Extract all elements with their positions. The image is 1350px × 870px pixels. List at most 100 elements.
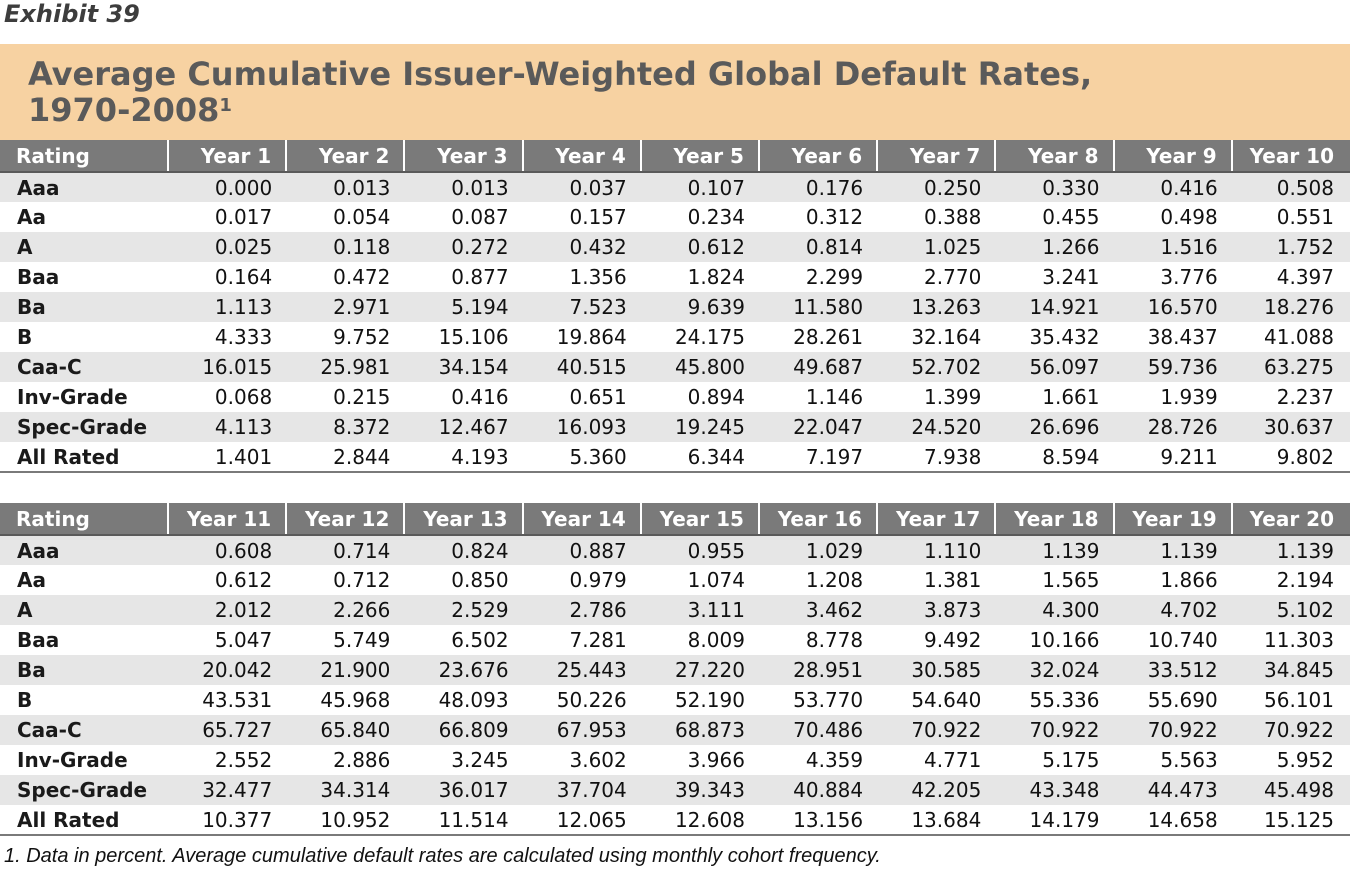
rate-cell: 1.381 bbox=[924, 568, 982, 592]
rating-cell: Inv-Grade bbox=[17, 748, 128, 772]
rate-cell: 65.840 bbox=[320, 718, 391, 742]
rate-cell: 0.612 bbox=[214, 568, 273, 592]
rate-cell: 0.955 bbox=[687, 538, 745, 563]
rate-cell: 3.873 bbox=[924, 598, 982, 622]
column-header-year: Year 19 bbox=[1113, 503, 1233, 536]
rate-cell: 0.814 bbox=[805, 235, 864, 259]
rate-cell: 7.523 bbox=[569, 295, 627, 319]
rate-cell: 9.752 bbox=[333, 325, 391, 349]
rating-cell: All Rated bbox=[0, 805, 168, 836]
rate-cell: 11.303 bbox=[1264, 628, 1334, 652]
table-row: Spec-Grade 32.477 34.314 36.017 37.704 39.343… bbox=[0, 775, 1350, 805]
rate-cell: 56.097 bbox=[1029, 355, 1100, 379]
table-row: All Rated 1.401 2.844 4.193 5.360 6.344 7.197 7… bbox=[0, 442, 1350, 473]
rate-cell: 26.696 bbox=[1029, 415, 1100, 439]
rate-cell: 52.190 bbox=[674, 688, 745, 712]
rate-cell: 9.211 bbox=[1113, 442, 1232, 473]
rate-cell: 48.093 bbox=[438, 688, 509, 712]
rating-cell: Aa bbox=[17, 205, 46, 229]
rate-cell: 24.520 bbox=[911, 415, 982, 439]
rate-cell: 1.824 bbox=[687, 265, 745, 289]
rate-cell: 68.873 bbox=[674, 718, 745, 742]
rate-cell: 0.234 bbox=[687, 205, 745, 229]
rate-cell: 16.015 bbox=[202, 355, 273, 379]
rate-cell: 1.356 bbox=[569, 265, 627, 289]
rate-cell: 2.529 bbox=[451, 598, 509, 622]
rate-cell: 0.551 bbox=[1276, 205, 1334, 229]
rate-cell: 1.399 bbox=[924, 385, 982, 409]
rate-cell: 0.432 bbox=[569, 235, 627, 259]
rate-cell: 12.065 bbox=[522, 805, 641, 836]
rate-cell: 5.563 bbox=[1160, 748, 1218, 772]
rate-cell: 30.637 bbox=[1264, 415, 1334, 439]
rate-cell: 0.025 bbox=[214, 235, 273, 259]
rate-cell: 2.786 bbox=[569, 598, 627, 622]
rate-cell: 0.608 bbox=[214, 538, 273, 563]
rate-cell: 32.024 bbox=[1029, 658, 1100, 682]
rate-cell: 30.585 bbox=[911, 658, 982, 682]
rate-cell: 1.113 bbox=[214, 295, 273, 319]
rate-cell: 42.205 bbox=[911, 778, 982, 802]
column-header-year: Year 14 bbox=[522, 503, 642, 536]
rate-cell: 63.275 bbox=[1264, 355, 1334, 379]
default-rates-table-years-11-20: Rating Year 11 Year 12 Year 13 Year 14 Year 1… bbox=[0, 503, 1350, 836]
rate-cell: 0.054 bbox=[333, 205, 391, 229]
rate-cell: 0.312 bbox=[805, 205, 864, 229]
rate-cell: 49.687 bbox=[793, 355, 864, 379]
rate-cell: 13.684 bbox=[877, 805, 996, 836]
rate-cell: 4.771 bbox=[924, 748, 982, 772]
rate-cell: 13.156 bbox=[758, 805, 878, 836]
table-row: Aaa 0.608 0.714 0.824 0.887 0.955 1.029 1.110 1.… bbox=[0, 535, 1350, 565]
rate-cell: 8.372 bbox=[333, 415, 391, 439]
rate-cell: 9.639 bbox=[687, 295, 745, 319]
rate-cell: 10.740 bbox=[1147, 628, 1218, 652]
column-header-year: Year 6 bbox=[758, 140, 879, 173]
rate-cell: 32.477 bbox=[202, 778, 273, 802]
rate-cell: 1.866 bbox=[1160, 568, 1218, 592]
rate-cell: 41.088 bbox=[1264, 325, 1334, 349]
rate-cell: 25.981 bbox=[320, 355, 391, 379]
rate-cell: 3.462 bbox=[805, 598, 864, 622]
table-row: B 43.531 45.968 48.093 50.226 52.190 53.770 54.… bbox=[0, 685, 1350, 715]
rate-cell: 4.300 bbox=[1042, 598, 1100, 622]
column-header-year: Year 11 bbox=[168, 503, 288, 536]
rating-cell: Aaa bbox=[17, 175, 60, 200]
rate-cell: 0.118 bbox=[333, 235, 391, 259]
table-row: Ba 20.042 21.900 23.676 25.443 27.220 28.951 30… bbox=[0, 655, 1350, 685]
rate-cell: 0.176 bbox=[805, 175, 864, 200]
rate-cell: 6.502 bbox=[451, 628, 509, 652]
rate-cell: 56.101 bbox=[1264, 688, 1334, 712]
column-header-year: Year 7 bbox=[877, 140, 997, 173]
page-title: Average Cumulative Issuer-Weighted Globa… bbox=[28, 56, 1228, 128]
column-header-year: Year 1 bbox=[168, 140, 288, 173]
rate-cell: 23.676 bbox=[438, 658, 509, 682]
rate-cell: 14.921 bbox=[1029, 295, 1100, 319]
rate-cell: 1.074 bbox=[687, 568, 745, 592]
rate-cell: 28.261 bbox=[793, 325, 864, 349]
rate-cell: 21.900 bbox=[320, 658, 391, 682]
rate-cell: 14.658 bbox=[1113, 805, 1232, 836]
rate-cell: 10.377 bbox=[168, 805, 287, 836]
rate-cell: 55.336 bbox=[1029, 688, 1100, 712]
table-row: Aa 0.017 0.054 0.087 0.157 0.234 0.312 0.388 0.4… bbox=[0, 202, 1350, 232]
rate-cell: 2.266 bbox=[333, 598, 391, 622]
rate-cell: 0.416 bbox=[451, 385, 509, 409]
column-header-year: Year 8 bbox=[995, 140, 1115, 173]
rate-cell: 24.175 bbox=[674, 325, 745, 349]
rate-cell: 40.884 bbox=[793, 778, 864, 802]
rate-cell: 4.193 bbox=[404, 442, 523, 473]
rate-cell: 20.042 bbox=[202, 658, 273, 682]
column-header-year: Year 16 bbox=[758, 503, 879, 536]
rate-cell: 0.017 bbox=[214, 205, 273, 229]
rate-cell: 0.215 bbox=[333, 385, 391, 409]
rate-cell: 45.800 bbox=[674, 355, 745, 379]
footnote: 1. Data in percent. Average cumulative d… bbox=[4, 845, 881, 867]
title-line-1: Average Cumulative Issuer-Weighted Globa… bbox=[28, 55, 1093, 93]
rate-cell: 0.472 bbox=[333, 265, 391, 289]
column-header-year: Year 3 bbox=[404, 140, 524, 173]
rating-cell: Ba bbox=[17, 295, 46, 319]
table-row: Ba 1.113 2.971 5.194 7.523 9.639 11.580 13.263 1… bbox=[0, 292, 1350, 322]
rate-cell: 16.093 bbox=[556, 415, 627, 439]
rate-cell: 4.359 bbox=[805, 748, 864, 772]
rating-cell: Caa-C bbox=[17, 355, 82, 379]
